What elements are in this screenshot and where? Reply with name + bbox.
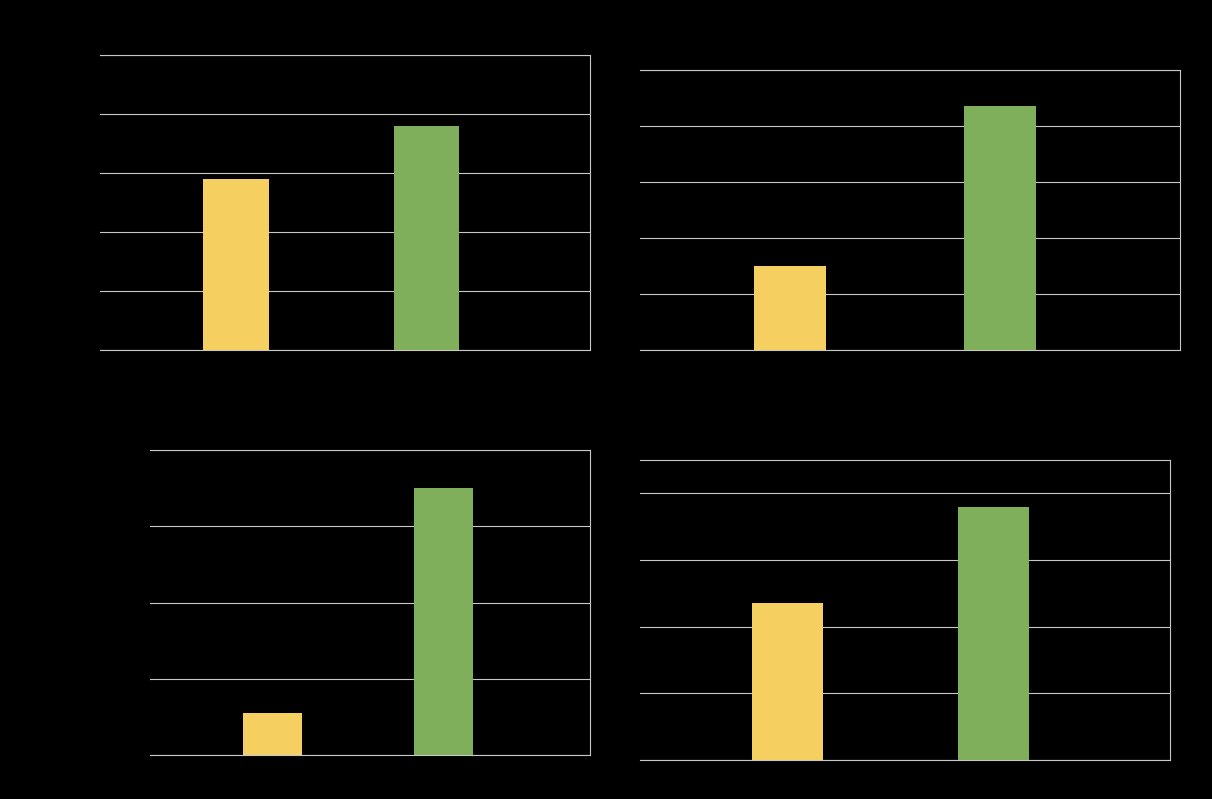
Bar bbox=[242, 713, 302, 755]
Bar bbox=[964, 106, 1036, 350]
Bar bbox=[957, 507, 1029, 760]
Bar bbox=[204, 179, 269, 350]
Bar bbox=[754, 266, 827, 350]
Bar bbox=[415, 488, 473, 755]
Bar bbox=[394, 125, 459, 350]
Bar bbox=[751, 603, 823, 760]
